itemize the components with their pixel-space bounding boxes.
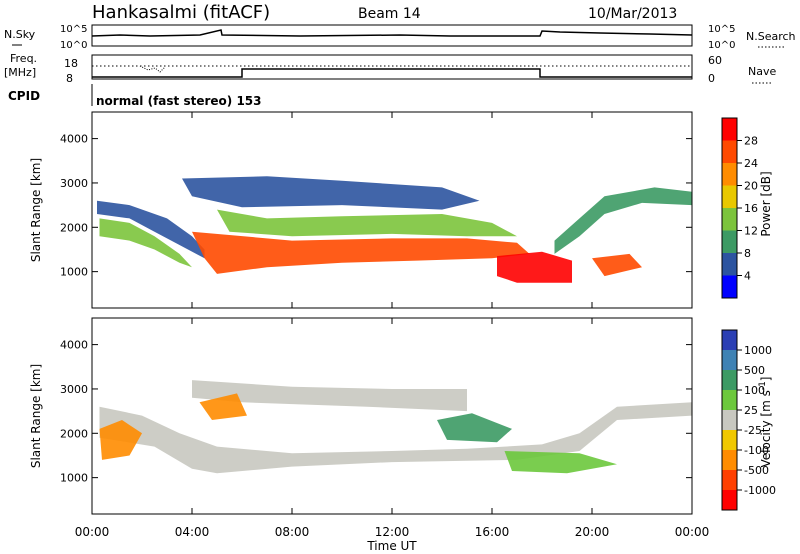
colorbar-swatch: [722, 410, 737, 431]
power-ytick-label: 1000: [60, 266, 88, 279]
colorbar-tick-label: -100: [744, 444, 769, 457]
power-ytick-label: 2000: [60, 221, 88, 234]
colorbar-swatch: [722, 118, 737, 141]
station-title: Hankasalmi (fitACF): [92, 2, 270, 23]
freq-tick-bottom: 8: [66, 72, 73, 85]
nave-tick-bottom: 0: [708, 72, 715, 85]
colorbar-tick-label: -25: [744, 424, 762, 437]
colorbar-tick-label: 8: [744, 247, 751, 260]
power-echo-region-6: [554, 187, 692, 254]
nave-dip: [139, 65, 166, 73]
nsky-label: N.Sky: [4, 28, 36, 41]
colorbar-swatch: [722, 330, 737, 351]
velocity-colorbar-label-exp: -1: [758, 381, 768, 390]
time-axis: 00:00 04:00 08:00 12:00 16:00 20:00 00:00: [75, 525, 710, 539]
velocity-echo-region-3: [437, 413, 512, 443]
power-echo-region-7: [592, 253, 642, 277]
colorbar-swatch: [722, 490, 737, 511]
colorbar-swatch: [722, 253, 737, 276]
colorbar-tick-label: 500: [744, 364, 765, 377]
velocity-echo-region-1: [192, 380, 467, 412]
velocity-ytick-label: 3000: [60, 383, 88, 396]
power-colorbar-label: Power [dB]: [759, 171, 773, 236]
velocity-panel-frame: [91, 317, 693, 515]
velocity-colorbar-label-end: ]: [759, 377, 773, 382]
time-axis-tick-label: 00:00: [675, 525, 710, 539]
power-echo-region-1: [99, 218, 192, 268]
nsearch-tick-bottom: 10^0: [708, 40, 735, 51]
velocity-echo-region-5: [199, 393, 247, 420]
power-colorbar: 28 24 20 16 12 8 4: [721, 117, 758, 299]
power-echo-region-3: [497, 251, 572, 283]
nsky-tick-top: 10^5: [60, 24, 87, 35]
power-panel-frame: [91, 111, 693, 309]
velocity-colorbar-label-text: Velocity [m s: [759, 390, 773, 467]
colorbar-tick-label: 20: [744, 180, 758, 193]
colorbar-tick-label: 1000: [744, 344, 772, 357]
velocity-ytick-label: 2000: [60, 427, 88, 440]
power-echo-region-5: [182, 176, 480, 210]
time-axis-tick-label: 04:00: [175, 525, 210, 539]
colorbar-swatch: [722, 370, 737, 391]
nave-label: Nave: [748, 65, 776, 78]
beam-title: Beam 14: [358, 6, 421, 22]
freq-tick-top: 18: [64, 57, 78, 70]
nave-tick-top: 60: [708, 54, 722, 67]
velocity-colorbar: 1000 500 100 25 -25 -100 -500 -1000: [721, 329, 776, 511]
colorbar-tick-label: 28: [744, 135, 758, 148]
power-panel: 1000 2000 3000 4000: [60, 112, 693, 308]
colorbar-swatch: [722, 470, 737, 491]
colorbar-swatch: [722, 390, 737, 411]
colorbar-tick-label: 12: [744, 225, 758, 238]
colorbar-swatch: [722, 185, 737, 209]
velocity-echo-region-4: [504, 451, 617, 474]
colorbar-frame: [721, 329, 738, 511]
velocity-colorbar-label: Velocity [m s-1]: [758, 377, 773, 468]
freq-label-line1: Freq.: [10, 52, 37, 65]
freq-panel-frame: [91, 54, 693, 80]
power-echo-region-2: [192, 231, 530, 274]
time-axis-tick-label: 16:00: [475, 525, 510, 539]
cpid-label: CPID: [8, 89, 40, 103]
velocity-ylabel: Slant Range [km]: [29, 364, 43, 468]
colorbar-tick-label: 4: [744, 270, 751, 283]
power-ytick-label: 3000: [60, 177, 88, 190]
velocity-ytick-label: 4000: [60, 339, 88, 352]
time-axis-tick-label: 20:00: [575, 525, 610, 539]
velocity-ytick-label: 1000: [60, 472, 88, 485]
colorbar-swatch: [722, 350, 737, 371]
colorbar-tick-label: -500: [744, 464, 769, 477]
time-axis-tick-label: 08:00: [275, 525, 310, 539]
nsky-line: [91, 29, 693, 37]
nsky-tick-bottom: 10^0: [60, 40, 87, 51]
colorbar-swatch: [722, 430, 737, 451]
colorbar-swatch: [722, 208, 737, 231]
time-axis-label: Time UT: [366, 539, 417, 553]
cpid-text: normal (fast stereo) 153: [96, 94, 262, 108]
colorbar-swatch: [722, 140, 737, 164]
colorbar-swatch: [722, 275, 737, 299]
velocity-echo-region-2: [99, 420, 142, 460]
colorbar-swatch: [722, 163, 737, 186]
colorbar-tick-label: 16: [744, 202, 758, 215]
time-axis-tick-label: 12:00: [375, 525, 410, 539]
power-echo-region-4: [217, 209, 517, 237]
power-ytick-label: 4000: [60, 133, 88, 146]
colorbar-tick-label: 100: [744, 384, 765, 397]
freq-label-line2: [MHz]: [4, 66, 36, 79]
colorbar-tick-label: 25: [744, 404, 758, 417]
colorbar-swatch: [722, 230, 737, 254]
nsearch-label: N.Search: [746, 30, 796, 43]
velocity-panel: 1000 2000 3000 4000: [60, 318, 693, 514]
power-ylabel: Slant Range [km]: [29, 158, 43, 262]
colorbar-swatch: [722, 450, 737, 471]
time-axis-tick-label: 00:00: [75, 525, 110, 539]
freq-line: [92, 68, 692, 78]
nsearch-tick-top: 10^5: [708, 24, 735, 35]
colorbar-tick-label: 24: [744, 157, 758, 170]
date-title: 10/Mar/2013: [588, 6, 677, 22]
colorbar-tick-label: -1000: [744, 484, 776, 497]
power-echo-region-0: [97, 200, 205, 259]
